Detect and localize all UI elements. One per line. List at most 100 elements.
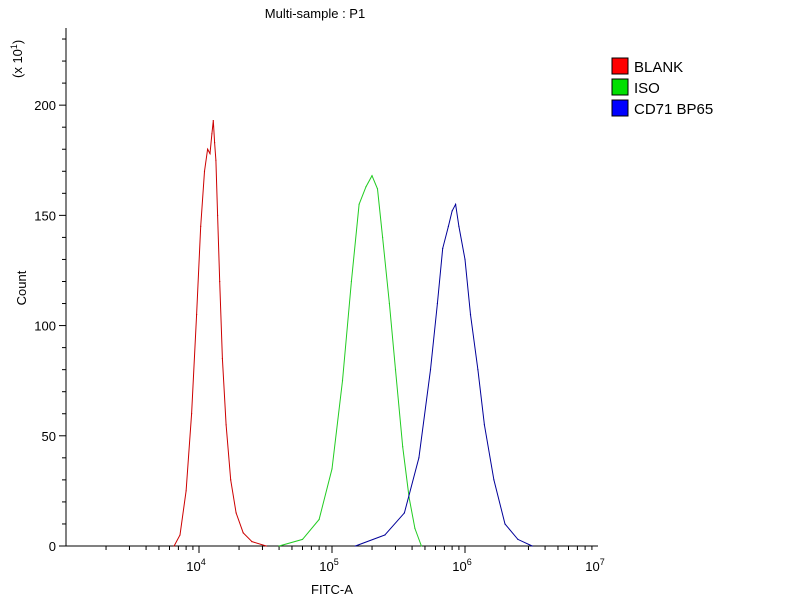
x-tick-base: 10 [452, 559, 466, 574]
x-tick-base: 10 [186, 559, 200, 574]
x-tick-label: 105 [319, 557, 338, 574]
data-point [455, 203, 457, 205]
x-ticks: 104 105 106 107 [105, 546, 605, 574]
series-1 [278, 174, 422, 547]
x-tick-label: 106 [452, 557, 471, 574]
data-point [371, 175, 373, 177]
data-point [230, 479, 232, 481]
data-point [212, 120, 214, 122]
data-point [388, 302, 390, 305]
data-point [191, 413, 193, 415]
y-multiplier-label: (x 10 [10, 49, 25, 78]
y-tick-label: 200 [34, 98, 56, 113]
series-2 [354, 202, 533, 547]
y-multiplier-exp: 1 [9, 44, 19, 49]
data-point [517, 538, 519, 541]
y-ticks: 0 50 100 150 200 [34, 38, 66, 554]
data-point [221, 358, 223, 360]
data-point [451, 210, 453, 212]
x-tick-exp: 5 [334, 557, 339, 567]
data-point [477, 369, 479, 371]
data-point [301, 538, 304, 541]
data-point [436, 302, 438, 305]
y-axis-title: Count [14, 270, 29, 305]
data-point [203, 170, 206, 172]
data-point [217, 214, 219, 216]
data-point [382, 236, 384, 238]
data-point [458, 225, 460, 227]
legend-label: CD71 BP65 [634, 101, 713, 118]
data-point [173, 545, 175, 547]
data-point [265, 545, 267, 547]
data-point [200, 225, 202, 227]
data-point [442, 247, 444, 249]
data-point [235, 512, 237, 514]
x-tick-label: 104 [186, 557, 205, 574]
data-point [251, 541, 253, 543]
x-tick-exp: 6 [467, 557, 472, 567]
x-tick-base: 10 [585, 559, 599, 574]
legend-swatch [611, 99, 629, 117]
data-point [211, 133, 213, 135]
series-line [278, 174, 422, 547]
legend-swatch [611, 57, 629, 75]
data-point [354, 545, 356, 547]
x-tick-label: 107 [585, 557, 604, 574]
y-tick-label: 100 [34, 319, 56, 334]
data-point [483, 424, 485, 426]
data-point [418, 457, 420, 459]
legend-label: ISO [634, 80, 660, 97]
data-point [350, 280, 352, 283]
svg-text:(x 101): (x 101) [9, 40, 25, 78]
data-point [214, 142, 216, 144]
data-point [365, 186, 367, 188]
x-axis-title: FITC-A [311, 582, 353, 597]
data-point [207, 148, 209, 150]
y-multiplier-close: ) [10, 40, 25, 44]
legend-swatch [611, 78, 629, 96]
series-layer [173, 120, 533, 547]
series-line [173, 120, 267, 547]
data-point [493, 479, 495, 481]
data-point [331, 468, 333, 470]
data-point [242, 532, 244, 534]
series-line [355, 202, 533, 547]
data-point [278, 545, 280, 547]
legend-item: CD71 BP65 [611, 99, 713, 118]
data-point [402, 446, 404, 448]
legend-item: BLANK [611, 57, 683, 76]
data-point [447, 225, 449, 227]
x-tick-base: 10 [319, 559, 333, 574]
data-point [420, 545, 422, 547]
chart-title: Multi-sample : P1 [265, 6, 365, 21]
data-point [394, 369, 397, 371]
data-point [179, 534, 181, 536]
legend: BLANK ISO CD71 BP65 [611, 57, 713, 118]
data-point [403, 512, 405, 514]
data-point [215, 159, 217, 161]
x-tick-exp: 4 [201, 557, 206, 567]
data-point [531, 545, 533, 547]
data-point [318, 518, 320, 521]
series-0 [173, 120, 267, 547]
data-point [414, 527, 416, 530]
x-tick-exp: 7 [600, 557, 605, 567]
y-tick-label: 50 [42, 429, 56, 444]
legend-label: BLANK [634, 59, 683, 76]
data-point [209, 153, 211, 155]
data-point [469, 314, 472, 316]
legend-item: ISO [611, 78, 660, 97]
y-tick-label: 150 [34, 208, 56, 223]
data-point [196, 314, 198, 316]
data-point [384, 534, 386, 536]
data-point [358, 203, 360, 205]
data-point [429, 369, 432, 371]
data-point [341, 380, 344, 382]
y-axis-multiplier: (x 101) [9, 40, 25, 78]
data-point [464, 258, 466, 260]
data-point [219, 280, 221, 283]
y-tick-label: 0 [49, 539, 56, 554]
data-point [376, 188, 379, 190]
data-point [225, 424, 227, 426]
